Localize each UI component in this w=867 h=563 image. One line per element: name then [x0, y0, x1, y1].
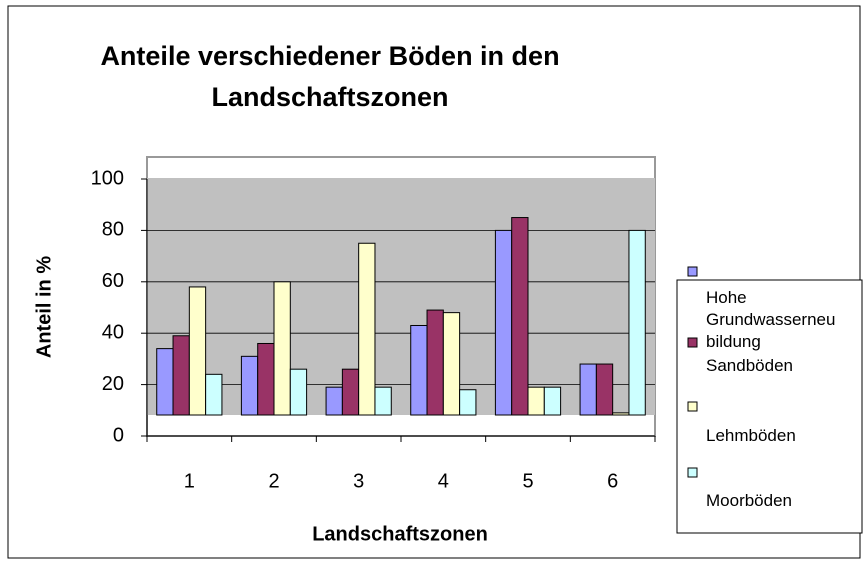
- x-tick-label: 4: [438, 470, 449, 492]
- x-tick-label: 6: [607, 470, 618, 492]
- bar: [205, 373, 223, 416]
- bar: [595, 363, 614, 416]
- bar: [325, 386, 343, 416]
- bar: [172, 335, 190, 416]
- bar: [442, 312, 461, 416]
- bar: [527, 386, 545, 416]
- legend-marker: [687, 337, 698, 348]
- x-tick-label: 5: [522, 470, 533, 492]
- legend-label: Sandböden: [706, 356, 793, 375]
- legend-label: Hohe Grundwasserneubildung: [706, 288, 836, 351]
- x-tick-label: 2: [268, 470, 279, 492]
- legend-box: [676, 279, 863, 534]
- legend-label: Moorböden: [706, 491, 793, 510]
- bar: [156, 348, 174, 416]
- bar: [289, 368, 308, 416]
- bar: [273, 281, 291, 416]
- bar: [543, 386, 562, 416]
- legend-label: Lehmböden: [706, 426, 796, 445]
- bar: [240, 355, 259, 416]
- bar: [426, 309, 444, 416]
- x-axis-label: Landschaftszonen: [312, 523, 488, 545]
- y-tick-label: 60: [102, 270, 124, 292]
- plot-area: [147, 178, 655, 415]
- bar: [511, 217, 529, 416]
- legend-marker: [687, 467, 698, 478]
- bar: [358, 242, 376, 416]
- bar: [628, 229, 646, 416]
- chart-title: Anteile verschiedener Böden in den Lands…: [100, 41, 560, 112]
- bar: [410, 324, 428, 416]
- y-tick-label: 20: [102, 373, 124, 395]
- bar: [374, 386, 392, 416]
- legend-marker: [687, 401, 698, 412]
- y-tick-label: 100: [91, 167, 124, 189]
- bar: [341, 368, 360, 416]
- bar: [579, 363, 597, 416]
- bar: [459, 389, 477, 416]
- legend-marker: [687, 266, 698, 277]
- bar: [188, 286, 207, 416]
- y-axis-label: Anteil in %: [33, 256, 55, 358]
- x-tick-label: 3: [353, 470, 364, 492]
- bar: [612, 412, 630, 416]
- y-tick-label: 40: [102, 321, 124, 343]
- bar: [257, 342, 275, 416]
- y-tick-label: 0: [113, 424, 124, 446]
- y-tick-label: 80: [102, 219, 124, 241]
- x-tick-label: 1: [184, 470, 195, 492]
- bar: [494, 229, 513, 416]
